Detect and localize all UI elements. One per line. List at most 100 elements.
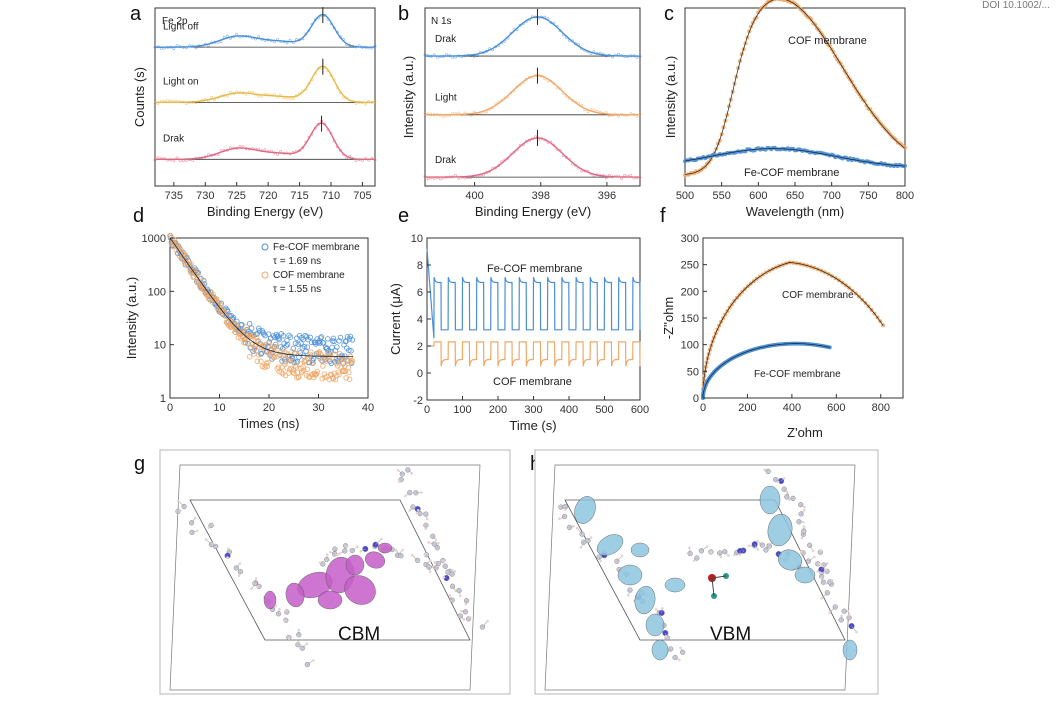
g-struct-h-atom-67	[448, 594, 452, 597]
h-struct-atom-59	[806, 542, 813, 548]
h-struct-orbital-lobe-11	[842, 639, 858, 661]
chart-d-ytick-label-1: 10	[154, 340, 166, 352]
h-struct-h-atom-61	[819, 549, 823, 552]
g-struct-h-atom-1	[179, 509, 182, 512]
chart-d-point-1-22	[182, 252, 189, 259]
g-struct-h-atom-24	[312, 659, 315, 662]
chart-d-ylabel: Intensity (a.u.)	[124, 277, 139, 359]
chart-d-point-1-117	[249, 341, 256, 348]
chart-a-frame	[154, 7, 376, 187]
h-struct-orbital-lobe-0	[574, 496, 596, 524]
chart-d-point-1-254	[346, 369, 352, 376]
h-struct-h-atom-50	[782, 477, 786, 480]
g-struct-h-atom-70	[460, 609, 463, 613]
chart-a-xtick-label-4: 715	[290, 190, 308, 202]
chart-d-point-1-72	[217, 302, 224, 308]
structure-h: VBM	[534, 449, 879, 695]
h-struct-orbital-lobe-6	[759, 485, 781, 515]
chart-b-point-2-134	[629, 174, 633, 177]
chart-b-point-2-20	[454, 173, 458, 177]
chart-d-point-1-208	[313, 371, 320, 377]
h-struct-h-atom-23	[679, 646, 682, 650]
h-struct-h-atom-42	[800, 550, 803, 553]
chart-d-legend-fecof: Fe-COF membrane	[273, 242, 360, 253]
chart-f-ytick-label-5: 250	[681, 260, 699, 272]
h-struct-h-atom-25	[688, 546, 691, 549]
chart-d-point-1-161	[280, 355, 287, 362]
h-struct-h-atom-51	[776, 480, 780, 484]
panel-label-b: b	[398, 3, 409, 25]
chart-b-point-2-128	[620, 177, 624, 180]
chart-c-point-0-120	[903, 145, 907, 150]
g-struct-orbital-lobe-6	[345, 554, 365, 576]
h-struct-h-atom-10	[620, 554, 624, 558]
g-struct-h-atom-49	[396, 469, 400, 472]
chart-b-series-0	[424, 16, 641, 57]
chart-b-point-2-130	[623, 173, 627, 177]
chart-d-point-1-146	[270, 343, 276, 350]
h-struct-h-atom-57	[802, 520, 805, 524]
g-struct-h-atom-11	[237, 574, 241, 577]
h-struct-atom-28	[717, 550, 723, 556]
h-struct-h-atom-64	[824, 568, 828, 571]
chart-c-legend-fecof: Fe-COF membrane	[744, 167, 839, 179]
g-struct-h-atom-23	[305, 642, 309, 645]
chart-f-xtick-label-4: 800	[872, 402, 890, 414]
g-struct-h-atom-66	[459, 594, 462, 598]
chart-d-point-0-167	[284, 341, 291, 348]
h-struct-h-atom-48	[819, 576, 823, 580]
chart-d-point-1-126	[256, 352, 262, 358]
g-struct-h-atom-42	[428, 559, 432, 562]
chart-d-point-1-151	[273, 343, 280, 350]
h-struct-h-atom-66	[830, 579, 834, 582]
h-struct-h-atom-69	[847, 609, 850, 613]
chart-a-xtick-label-1: 730	[196, 190, 214, 202]
chart-d-point-0-171	[287, 334, 294, 340]
chart-e-label-cof: COF membrane	[493, 376, 572, 388]
chart-e-xlabel: Time (s)	[509, 418, 556, 433]
chart-a-point-1-8	[166, 99, 170, 103]
chart-d-point-0-240	[336, 338, 342, 344]
g-struct-h-atom-7	[211, 542, 215, 545]
chart-f: 0 200 400 600 800 0 50 100 150 200 250 300 COF memb…	[661, 233, 904, 440]
chart-a-point-1-134	[364, 102, 368, 106]
chart-f-ytick-label-4: 200	[681, 286, 699, 298]
chart-a-title: Fe 2p	[162, 16, 188, 27]
chart-d-point-1-30	[188, 261, 194, 267]
chart-d-fit	[169, 237, 354, 357]
structure-h-label: VBM	[710, 624, 751, 645]
chart-d-point-0-175	[290, 345, 297, 352]
h-struct-orbital-lobe-12	[664, 577, 686, 593]
chart-e-ytick-label-1: 0	[417, 368, 423, 380]
chart-d-legend-marker-cof	[261, 271, 269, 279]
chart-b-point-1-60	[515, 85, 519, 89]
chart-d-point-0-224	[325, 336, 331, 342]
g-struct-h-atom-39	[394, 549, 398, 552]
chart-a-point-2-2	[156, 156, 160, 160]
g-struct-h-atom-31	[355, 545, 359, 548]
chart-b-xtick-label-0: 400	[465, 190, 483, 202]
chart-e-ytick-label-0: -2	[413, 395, 423, 407]
h-struct-h-atom-6	[579, 546, 583, 549]
chart-d-point-0-126	[256, 325, 262, 332]
g-struct-h-atom-3	[193, 516, 197, 520]
chart-d-xlabel: Times (ns)	[239, 416, 300, 431]
chart-f-fit-1	[702, 343, 830, 398]
h-struct-h-atom-45	[816, 569, 820, 573]
chart-f-ytick-label-3: 150	[681, 313, 699, 325]
h-struct-orbital-lobe-7	[767, 513, 793, 547]
chart-b-series-1	[424, 74, 641, 116]
h-struct-h-atom-26	[692, 559, 696, 562]
chart-d-point-0-176	[291, 359, 297, 366]
chart-e-xtick-label-2: 200	[489, 404, 507, 416]
h-struct-h-atom-36	[756, 539, 759, 543]
chart-a-series-1	[154, 65, 376, 104]
chart-d-point-1-222	[323, 358, 330, 364]
chart-a-point-2-16	[178, 159, 182, 163]
g-struct-h-atom-18	[278, 608, 281, 611]
chart-a-point-1-38	[213, 98, 217, 102]
h-struct-orbital-lobe-10	[630, 542, 650, 558]
g-struct-h-atom-51	[397, 480, 401, 483]
chart-d-point-1-240	[336, 371, 342, 378]
